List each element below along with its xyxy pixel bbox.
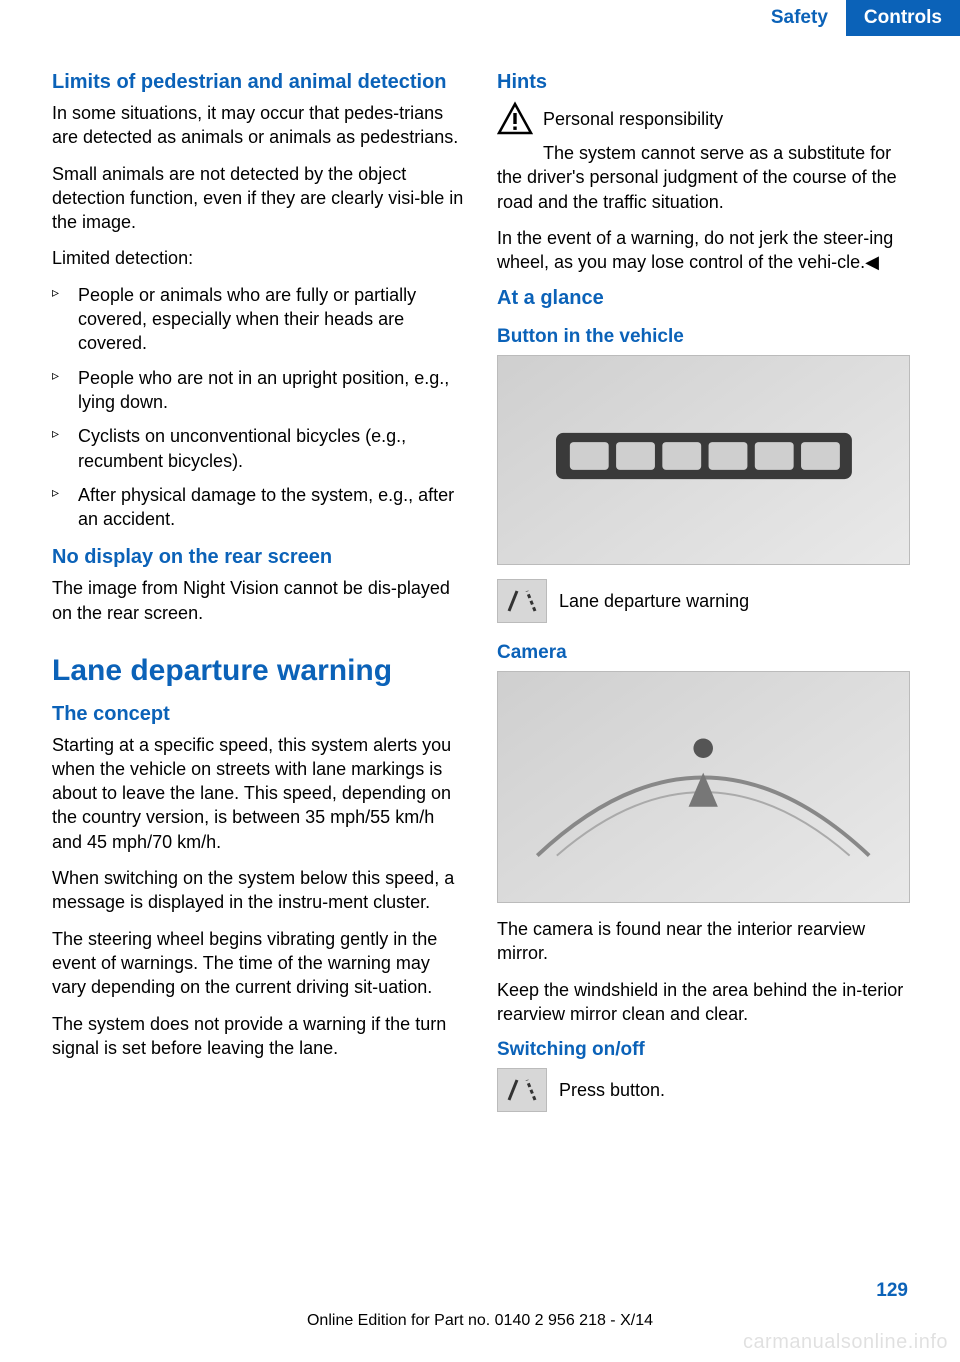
lane-departure-button-icon [497,1068,547,1112]
watermark: carmanualsonline.info [743,1329,948,1356]
lane-departure-icon-label: Lane departure warning [497,579,910,623]
lane-departure-title: Lane departure warning [52,651,465,692]
nodisplay-heading: No display on the rear screen [52,545,465,570]
list-item: People who are not in an upright positio… [52,366,465,415]
list-item: People or animals who are fully or parti… [52,283,465,356]
limits-heading: Limits of pedestrian and animal detectio… [52,70,465,95]
concept-p2: When switching on the system below this … [52,866,465,915]
left-column: Limits of pedestrian and animal detectio… [52,70,465,1130]
switch-label: Press button. [559,1078,665,1102]
vehicle-button-panel-image [497,355,910,565]
button-in-vehicle-heading: Button in the vehicle [497,325,910,349]
hint-body-2: In the event of a warning, do not jerk t… [497,226,910,275]
nodisplay-p: The image from Night Vision cannot be di… [52,576,465,625]
camera-p1: The camera is found near the interior re… [497,917,910,966]
switching-heading: Switching on/off [497,1038,910,1062]
right-column: Hints Personal responsibility The system… [497,70,910,1130]
concept-p3: The steering wheel begins vibrating gent… [52,927,465,1000]
hint-title: Personal responsibility [543,101,723,131]
hint-body-1: The system cannot serve as a substitute … [497,141,910,214]
camera-location-image [497,671,910,903]
list-item: Cyclists on unconventional bicycles (e.g… [52,424,465,473]
concept-heading: The concept [52,702,465,727]
concept-p1: Starting at a specific speed, this syste… [52,733,465,854]
at-a-glance-heading: At a glance [497,286,910,311]
concept-p4: The system does not provide a warning if… [52,1012,465,1061]
lane-departure-icon [497,579,547,623]
header-chapter: Controls [846,0,960,36]
page-header: Safety Controls [0,0,960,36]
limits-p3: Limited detection: [52,246,465,270]
hint-title-row: Personal responsibility [497,101,910,137]
camera-heading: Camera [497,641,910,665]
limits-p1: In some situations, it may occur that pe… [52,101,465,150]
page-content: Limits of pedestrian and animal detectio… [0,36,960,1130]
header-section: Safety [753,0,846,36]
page-number: 129 [876,1278,908,1304]
switch-icon-label: Press button. [497,1068,910,1112]
camera-p2: Keep the windshield in the area behind t… [497,978,910,1027]
limits-list: People or animals who are fully or parti… [52,283,465,532]
limits-p2: Small animals are not detected by the ob… [52,162,465,235]
warning-triangle-icon [497,101,533,137]
lane-departure-label: Lane departure warning [559,589,749,613]
hints-heading: Hints [497,70,910,95]
list-item: After physical damage to the system, e.g… [52,483,465,532]
